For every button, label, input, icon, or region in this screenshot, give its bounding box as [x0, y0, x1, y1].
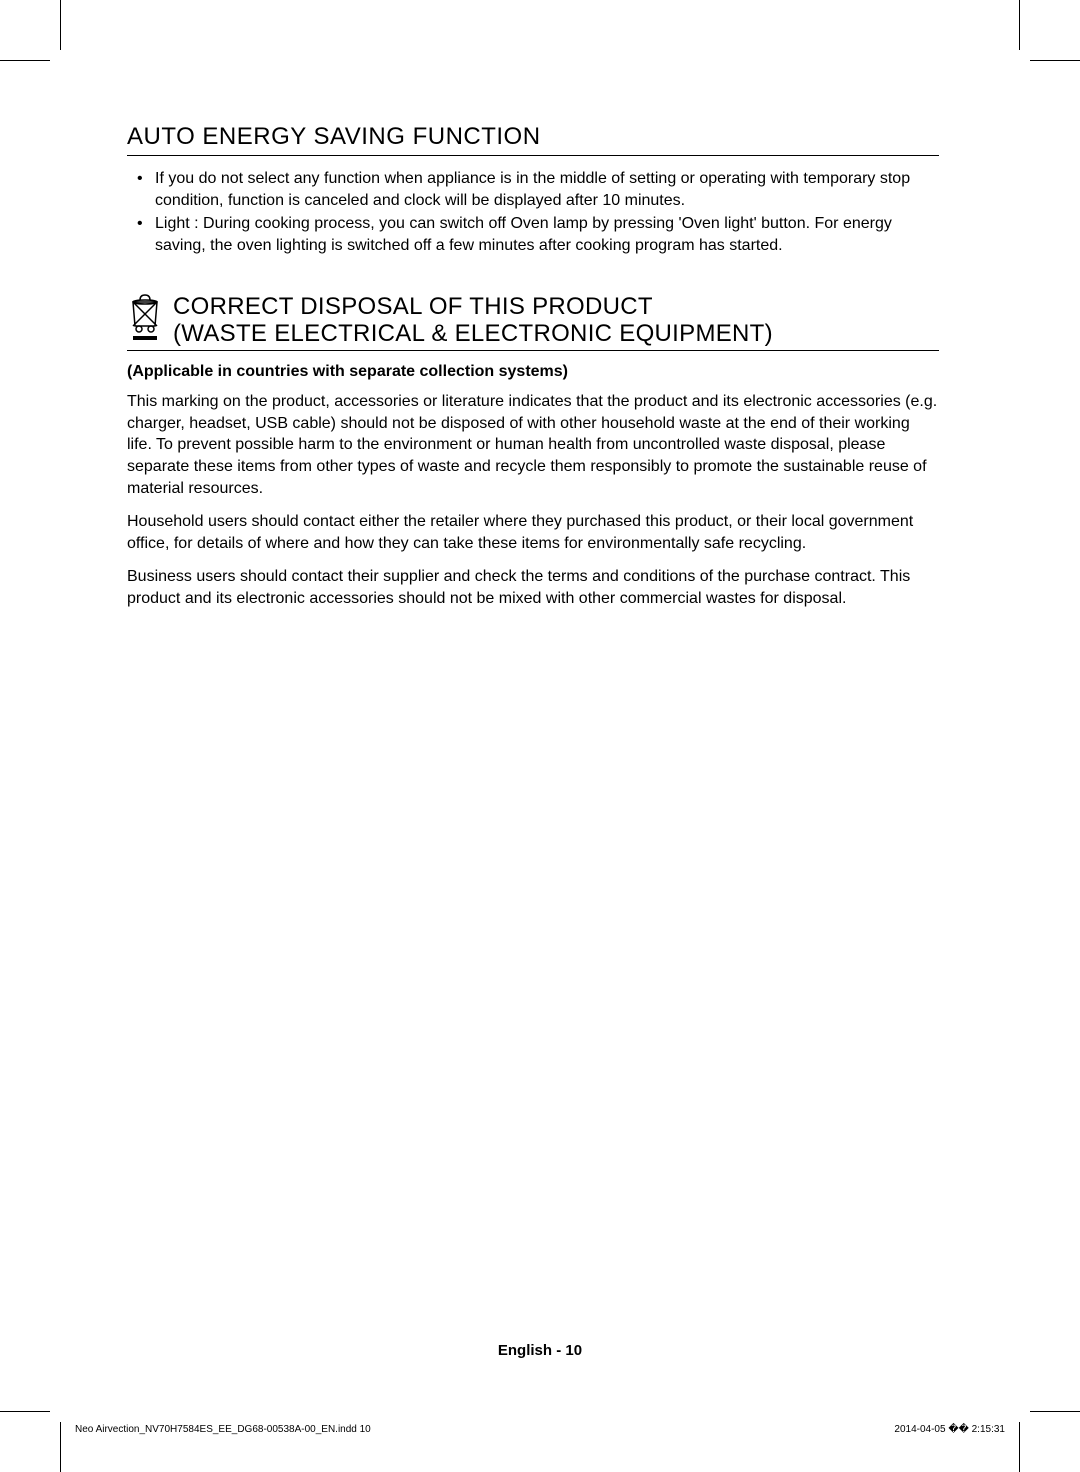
- crop-mark: [1019, 1422, 1020, 1472]
- footer-page-number: English - 10: [0, 1342, 1080, 1359]
- crop-mark: [0, 1411, 50, 1412]
- crop-mark: [1030, 1411, 1080, 1412]
- weee-bin-icon: [127, 292, 163, 342]
- crop-mark: [1030, 60, 1080, 61]
- subtitle-applicable: (Applicable in countries with separate c…: [127, 363, 939, 381]
- footer-meta-filename: Neo Airvection_NV70H7584ES_EE_DG68-00538…: [75, 1424, 371, 1435]
- page-content: AUTO ENERGY SAVING FUNCTION If you do no…: [127, 123, 939, 621]
- crop-mark: [60, 1422, 61, 1472]
- crop-mark: [60, 0, 61, 50]
- body-paragraph: This marking on the product, accessories…: [127, 391, 939, 499]
- section-title-disposal: CORRECT DISPOSAL OF THIS PRODUCT (WASTE …: [173, 294, 773, 348]
- bullet-list: If you do not select any function when a…: [127, 168, 939, 256]
- footer-separator: -: [552, 1342, 565, 1359]
- section-header-disposal: CORRECT DISPOSAL OF THIS PRODUCT (WASTE …: [127, 294, 939, 351]
- footer-page-num: 10: [565, 1342, 582, 1359]
- crop-mark: [0, 60, 50, 61]
- body-paragraph: Household users should contact either th…: [127, 511, 939, 554]
- footer-language: English: [498, 1342, 552, 1359]
- footer-meta-timestamp: 2014-04-05 �� 2:15:31: [894, 1424, 1005, 1435]
- crop-mark: [1019, 0, 1020, 50]
- title-line: (WASTE ELECTRICAL & ELECTRONIC EQUIPMENT…: [173, 320, 773, 347]
- body-paragraph: Business users should contact their supp…: [127, 566, 939, 609]
- bullet-item: If you do not select any function when a…: [127, 168, 939, 211]
- bullet-item: Light : During cooking process, you can …: [127, 213, 939, 256]
- title-line: CORRECT DISPOSAL OF THIS PRODUCT: [173, 293, 653, 320]
- section-title-auto-energy: AUTO ENERGY SAVING FUNCTION: [127, 123, 939, 156]
